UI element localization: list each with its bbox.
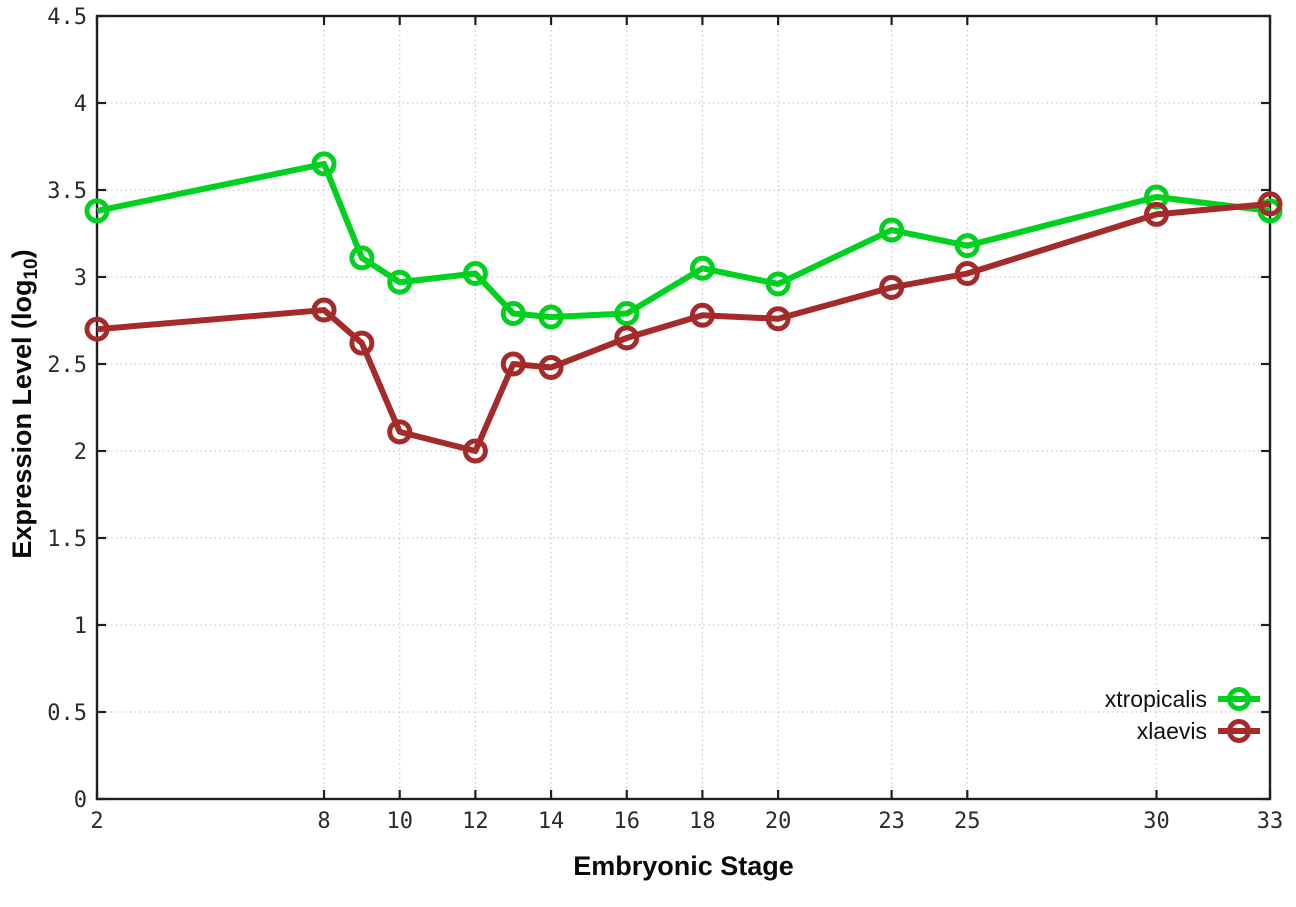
data-point-xtropicalis (538, 304, 564, 330)
plot-border (95, 14, 1272, 801)
y-tick-label: 4 (74, 92, 87, 117)
data-point-xlaevis (387, 419, 413, 445)
data-point-xtropicalis (765, 271, 791, 297)
x-tick-label: 16 (613, 809, 640, 834)
data-point-xtropicalis (1143, 184, 1169, 210)
x-tick-label: 12 (462, 809, 489, 834)
data-point-xtropicalis (689, 255, 715, 281)
legend-item-xtropicalis: xtropicalis (1105, 683, 1262, 715)
data-point-xlaevis (1143, 201, 1169, 227)
legend-sample-xtropicalis (1218, 687, 1260, 711)
data-point-xlaevis (84, 316, 110, 342)
x-tick-label: 33 (1257, 809, 1284, 834)
legend-sample-xlaevis (1218, 719, 1260, 743)
data-point-xtropicalis (954, 233, 980, 259)
data-point-xlaevis (954, 261, 980, 287)
data-point-xlaevis (349, 330, 375, 356)
data-point-xtropicalis (84, 198, 110, 224)
x-tick-label: 20 (765, 809, 792, 834)
x-axis-title: Embryonic Stage (573, 851, 794, 881)
y-axis-title-subscript: 10 (21, 258, 42, 280)
y-tick-label: 3.5 (47, 179, 87, 204)
data-point-xlaevis (879, 274, 905, 300)
y-tick-label: 0 (74, 788, 87, 813)
legend-marker-xtropicalis (1227, 687, 1251, 711)
legend: xtropicalis xlaevis (1105, 683, 1262, 747)
y-tick-label: 1 (74, 614, 87, 639)
series-line-xtropicalis (96, 160, 1271, 321)
y-tick-label: 1.5 (47, 527, 87, 552)
data-point-xlaevis (538, 354, 564, 380)
data-point-xtropicalis (462, 261, 488, 287)
y-axis-title-main: Expression Level (log (7, 279, 37, 559)
data-point-xtropicalis (614, 301, 640, 327)
data-point-xlaevis (311, 297, 337, 323)
data-point-xlaevis (765, 306, 791, 332)
x-tick-label: 14 (538, 809, 565, 834)
data-point-xtropicalis (311, 151, 337, 177)
legend-marker-xlaevis (1227, 719, 1251, 743)
data-point-xtropicalis (349, 245, 375, 271)
y-axis-title-close: ) (7, 249, 37, 259)
x-tick-label: 30 (1143, 809, 1170, 834)
y-tick-label: 2 (74, 440, 87, 465)
x-tick-label: 10 (386, 809, 413, 834)
data-point-xtropicalis (500, 301, 526, 327)
y-tick-label: 4.5 (47, 5, 87, 30)
data-point-xtropicalis (387, 269, 413, 295)
x-tick-label: 18 (689, 809, 716, 834)
x-tick-label: 23 (878, 809, 905, 834)
data-point-xtropicalis (879, 217, 905, 243)
legend-label-xlaevis: xlaevis (1136, 717, 1207, 744)
data-point-xlaevis (500, 351, 526, 377)
data-point-xlaevis (462, 438, 488, 464)
legend-item-xlaevis: xlaevis (1105, 715, 1262, 747)
y-tick-label: 3 (74, 266, 87, 291)
x-tick-label: 8 (317, 809, 330, 834)
y-axis-title: Expression Level (log10) (7, 249, 43, 558)
data-point-xlaevis (689, 302, 715, 328)
data-point-xlaevis (614, 325, 640, 351)
y-tick-label: 2.5 (47, 353, 87, 378)
series-line-xlaevis (96, 200, 1271, 454)
data-point-xlaevis (1257, 191, 1283, 217)
x-tick-label: 25 (954, 809, 981, 834)
legend-label-xtropicalis: xtropicalis (1104, 685, 1207, 712)
y-tick-label: 0.5 (47, 701, 87, 726)
x-tick-label: 2 (90, 809, 103, 834)
